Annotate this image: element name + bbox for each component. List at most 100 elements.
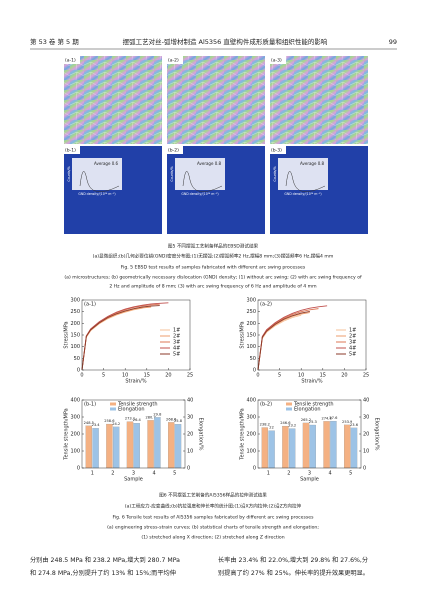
panel-label: (a-2) bbox=[168, 58, 179, 64]
bar bbox=[309, 424, 316, 469]
panel-label-bg bbox=[64, 56, 80, 64]
legend-label: Elongation bbox=[118, 407, 145, 413]
bar bbox=[126, 421, 134, 469]
x-tick-label: 0 bbox=[80, 373, 83, 379]
legend-label: Tensile strength bbox=[117, 402, 158, 408]
inset-curve bbox=[182, 171, 223, 192]
y2-tick-label: 20 bbox=[187, 432, 193, 438]
panel-label-bg bbox=[167, 146, 183, 154]
inset-x-label: GND density/(10¹⁴ m⁻²) bbox=[181, 192, 218, 196]
x-tick-label: 20 bbox=[165, 373, 171, 379]
figure-caption: (a) engineering stress-strain curves; (b… bbox=[107, 525, 319, 531]
x-tick-label: 3 bbox=[308, 471, 311, 477]
x-tick-label: 20 bbox=[341, 373, 347, 379]
y-tick-label: 150 bbox=[246, 333, 256, 339]
y-tick-label: 100 bbox=[246, 344, 256, 350]
y-tick-label: 200 bbox=[246, 321, 256, 327]
x-tick-label: 15 bbox=[320, 373, 326, 379]
y-tick-label: 300 bbox=[70, 415, 80, 421]
figure-caption: 图6 不同摆弧工艺制备的Al5356样品的拉伸测试结果 bbox=[159, 492, 267, 499]
y2-tick-label: 40 bbox=[363, 398, 369, 404]
panel-label: (b-2) bbox=[168, 148, 179, 154]
bar bbox=[92, 428, 99, 469]
figure-caption: (a)工程应力-应变曲线;(b)抗拉强度和伸长率的统计图;(1)沿X方向拉伸;(… bbox=[125, 503, 302, 510]
y-tick-label: 300 bbox=[246, 298, 256, 304]
bar-value-label: 23.2 bbox=[288, 424, 296, 428]
legend-swatch bbox=[110, 402, 116, 406]
x-tick-label: 2 bbox=[111, 471, 114, 477]
legend-swatch bbox=[286, 407, 292, 411]
y-axis-title: Tensile strength/MPa bbox=[64, 408, 70, 460]
stress-strain-curve bbox=[81, 302, 169, 371]
panel-label: (a-2) bbox=[260, 302, 272, 308]
y2-tick-label: 0 bbox=[187, 466, 190, 472]
bar bbox=[282, 425, 289, 469]
panel-label-bg bbox=[64, 146, 80, 154]
bar-value-label: 238.2 bbox=[260, 423, 270, 427]
bar bbox=[261, 427, 268, 469]
bar bbox=[113, 426, 120, 469]
bar-value-label: 25.3 bbox=[309, 420, 317, 424]
x-tick-label: 5 bbox=[173, 471, 176, 477]
figure-caption: (1) stretched along X direction; (2) str… bbox=[141, 535, 284, 541]
legend-label: 5# bbox=[173, 352, 180, 358]
y2-tick-label: 20 bbox=[363, 432, 369, 438]
bar-value-label: 25.8 bbox=[174, 419, 183, 423]
x-tick-label: 3 bbox=[132, 471, 135, 477]
bar-value-label: 22 bbox=[269, 426, 274, 430]
micrograph bbox=[64, 56, 162, 144]
x-tick-label: 1 bbox=[267, 471, 270, 477]
bar bbox=[133, 423, 140, 469]
figure-caption: 2 Hz and amplitude of 8 mm; (3) with arc… bbox=[109, 284, 317, 290]
y2-tick-label: 30 bbox=[363, 415, 369, 421]
y2-tick-label: 10 bbox=[363, 449, 369, 455]
y-tick-label: 400 bbox=[70, 398, 80, 404]
y2-tick-label: 30 bbox=[187, 415, 193, 421]
inset-y-label: Counts/% bbox=[273, 166, 277, 181]
bar bbox=[85, 425, 92, 469]
bar bbox=[268, 430, 275, 469]
x-tick-label: 0 bbox=[256, 373, 259, 379]
x-tick-label: 10 bbox=[122, 373, 128, 379]
panel-label: (a-1) bbox=[84, 302, 96, 308]
bar-value-label: 27.6 bbox=[329, 416, 338, 420]
x-axis-title: Sample bbox=[124, 477, 143, 483]
y-tick-label: 200 bbox=[70, 321, 80, 327]
plot-frame bbox=[257, 299, 367, 371]
inset-average: Average 0.6 bbox=[94, 161, 119, 166]
x-tick-label: 5 bbox=[349, 471, 352, 477]
legend-label: 3# bbox=[349, 340, 356, 346]
bar-value-label: 265.2 bbox=[301, 418, 311, 422]
bar-value-label: 253.9 bbox=[342, 420, 353, 424]
bar bbox=[350, 427, 358, 469]
body-text: 和 274.8 MPa,分别提升了约 13% 和 15%;而平均伸 bbox=[30, 569, 176, 577]
stress-strain-curve bbox=[257, 310, 310, 371]
bar-value-label: 248.5 bbox=[84, 421, 94, 425]
x-tick-label: 25 bbox=[187, 373, 193, 379]
micrograph bbox=[270, 56, 368, 144]
bar bbox=[168, 422, 175, 469]
legend-label: 5# bbox=[349, 352, 356, 358]
bar-value-label: 26.4 bbox=[133, 418, 142, 422]
y-tick-label: 150 bbox=[70, 333, 80, 339]
x-axis-title: Sample bbox=[300, 477, 319, 483]
bar-value-label: 268.6 bbox=[166, 417, 177, 421]
bar bbox=[344, 424, 351, 469]
plot-frame bbox=[257, 399, 362, 469]
y-tick-label: 50 bbox=[250, 356, 256, 362]
y2-axis-title: Elongation/% bbox=[374, 417, 380, 450]
panel-label: (a-1) bbox=[65, 58, 76, 64]
panel-label-bg bbox=[270, 56, 286, 64]
y-tick-label: 250 bbox=[246, 309, 256, 315]
legend-label: 2# bbox=[349, 334, 356, 340]
legend-label: 3# bbox=[173, 340, 180, 346]
stress-strain-curve bbox=[81, 305, 160, 371]
legend-label: 1# bbox=[349, 328, 356, 334]
inset-curve bbox=[285, 171, 326, 192]
x-tick-label: 4 bbox=[153, 471, 156, 477]
x-tick-label: 5 bbox=[102, 373, 105, 379]
bar bbox=[302, 422, 310, 469]
y2-tick-label: 10 bbox=[187, 449, 193, 455]
bar bbox=[154, 417, 161, 469]
bar-value-label: 258.6 bbox=[104, 419, 115, 423]
